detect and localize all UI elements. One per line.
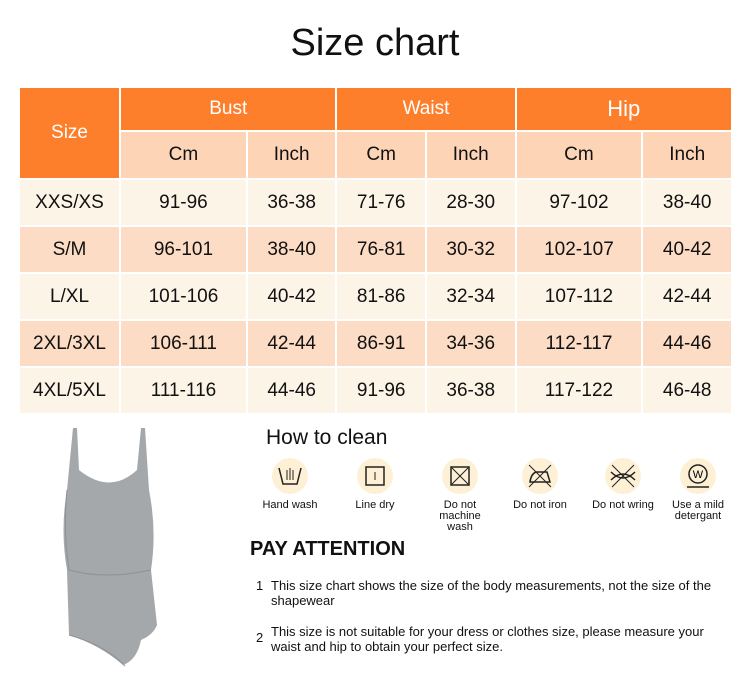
care-item: Line dry (340, 458, 410, 511)
note-text: This size chart shows the size of the bo… (271, 578, 712, 608)
measure-cell: 96-101 (119, 225, 248, 274)
care-label: Use a mild detergant (672, 499, 724, 522)
how-to-clean-title: How to clean (266, 426, 388, 449)
unit-header: Cm (119, 130, 248, 180)
measure-cell: 117-122 (514, 366, 644, 415)
unit-header: Inch (424, 130, 517, 180)
measure-cell: 81-86 (335, 272, 427, 321)
measure-cell: 97-102 (514, 178, 644, 227)
size-cell: 4XL/5XL (18, 366, 121, 415)
measure-cell: 112-117 (514, 319, 644, 368)
measure-cell: 36-38 (245, 178, 338, 227)
table-row: XXS/XS 91-96 36-38 71-76 28-30 97-102 38-40 (18, 178, 733, 227)
hand-wash-icon (272, 458, 308, 494)
unit-header: Inch (245, 130, 338, 180)
unit-header: Cm (514, 130, 644, 180)
care-item: Hand wash (255, 458, 325, 511)
care-label: Do not machine wash (439, 499, 481, 533)
measure-cell: 40-42 (245, 272, 338, 321)
note-text: This size is not suitable for your dress… (271, 624, 704, 654)
care-item: Do not iron (505, 458, 575, 511)
note-1: 1 This size chart shows the size of the … (256, 578, 726, 608)
note-2: 2 This size is not suitable for your dre… (256, 624, 726, 654)
bodysuit-image (63, 428, 157, 667)
care-item: Do not machine wash (425, 458, 495, 533)
table-row: 4XL/5XL 111-116 44-46 91-96 36-38 117-122 46-4… (18, 366, 733, 415)
pay-attention-title: PAY ATTENTION (250, 538, 406, 560)
measure-cell: 34-36 (424, 319, 517, 368)
measure-cell: 44-46 (641, 319, 733, 368)
care-item: W Use a mild detergant (663, 458, 733, 522)
care-label: Hand wash (262, 499, 318, 511)
size-cell: 2XL/3XL (18, 319, 121, 368)
no-wring-icon (605, 458, 641, 494)
measure-cell: 91-96 (335, 366, 427, 415)
measure-cell: 71-76 (335, 178, 427, 227)
size-table: Size Bust Waist Hip Cm Inch Cm Inch Cm Inch X… (18, 86, 733, 415)
note-number: 2 (256, 630, 264, 645)
measure-cell: 42-44 (245, 319, 338, 368)
measure-cell: 38-40 (641, 178, 733, 227)
note-number: 1 (256, 578, 264, 593)
table-row: S/M 96-101 38-40 76-81 30-32 102-107 40-42 (18, 225, 733, 274)
no-machine-wash-icon (442, 458, 478, 494)
measure-cell: 102-107 (514, 225, 644, 274)
measure-cell: 46-48 (641, 366, 733, 415)
size-cell: L/XL (18, 272, 121, 321)
group-header-waist: Waist (335, 86, 517, 132)
no-iron-icon (522, 458, 558, 494)
size-cell: XXS/XS (18, 178, 121, 227)
table-row: L/XL 101-106 40-42 81-86 32-34 107-112 42-44 (18, 272, 733, 321)
measure-cell: 28-30 (424, 178, 517, 227)
measure-cell: 42-44 (641, 272, 733, 321)
measure-cell: 111-116 (119, 366, 248, 415)
page-title: Size chart (290, 22, 460, 64)
svg-text:W: W (693, 469, 704, 481)
measure-cell: 86-91 (335, 319, 427, 368)
measure-cell: 44-46 (245, 366, 338, 415)
measure-cell: 36-38 (424, 366, 517, 415)
measure-cell: 101-106 (119, 272, 248, 321)
unit-header: Inch (641, 130, 733, 180)
measure-cell: 91-96 (119, 178, 248, 227)
group-header-hip: Hip (514, 86, 733, 132)
size-header: Size (18, 86, 121, 180)
table-row: 2XL/3XL 106-111 42-44 86-91 34-36 112-117 44-4… (18, 319, 733, 368)
care-item: Do not wring (588, 458, 658, 511)
measure-cell: 30-32 (424, 225, 517, 274)
measure-cell: 38-40 (245, 225, 338, 274)
size-cell: S/M (18, 225, 121, 274)
care-label: Do not wring (592, 499, 654, 511)
care-label: Line dry (355, 499, 395, 511)
measure-cell: 76-81 (335, 225, 427, 274)
mild-detergent-icon: W (680, 458, 716, 494)
measure-cell: 40-42 (641, 225, 733, 274)
unit-header: Cm (335, 130, 427, 180)
measure-cell: 32-34 (424, 272, 517, 321)
care-label: Do not iron (513, 499, 567, 511)
measure-cell: 107-112 (514, 272, 644, 321)
measure-cell: 106-111 (119, 319, 248, 368)
line-dry-icon (357, 458, 393, 494)
group-header-bust: Bust (118, 86, 338, 132)
